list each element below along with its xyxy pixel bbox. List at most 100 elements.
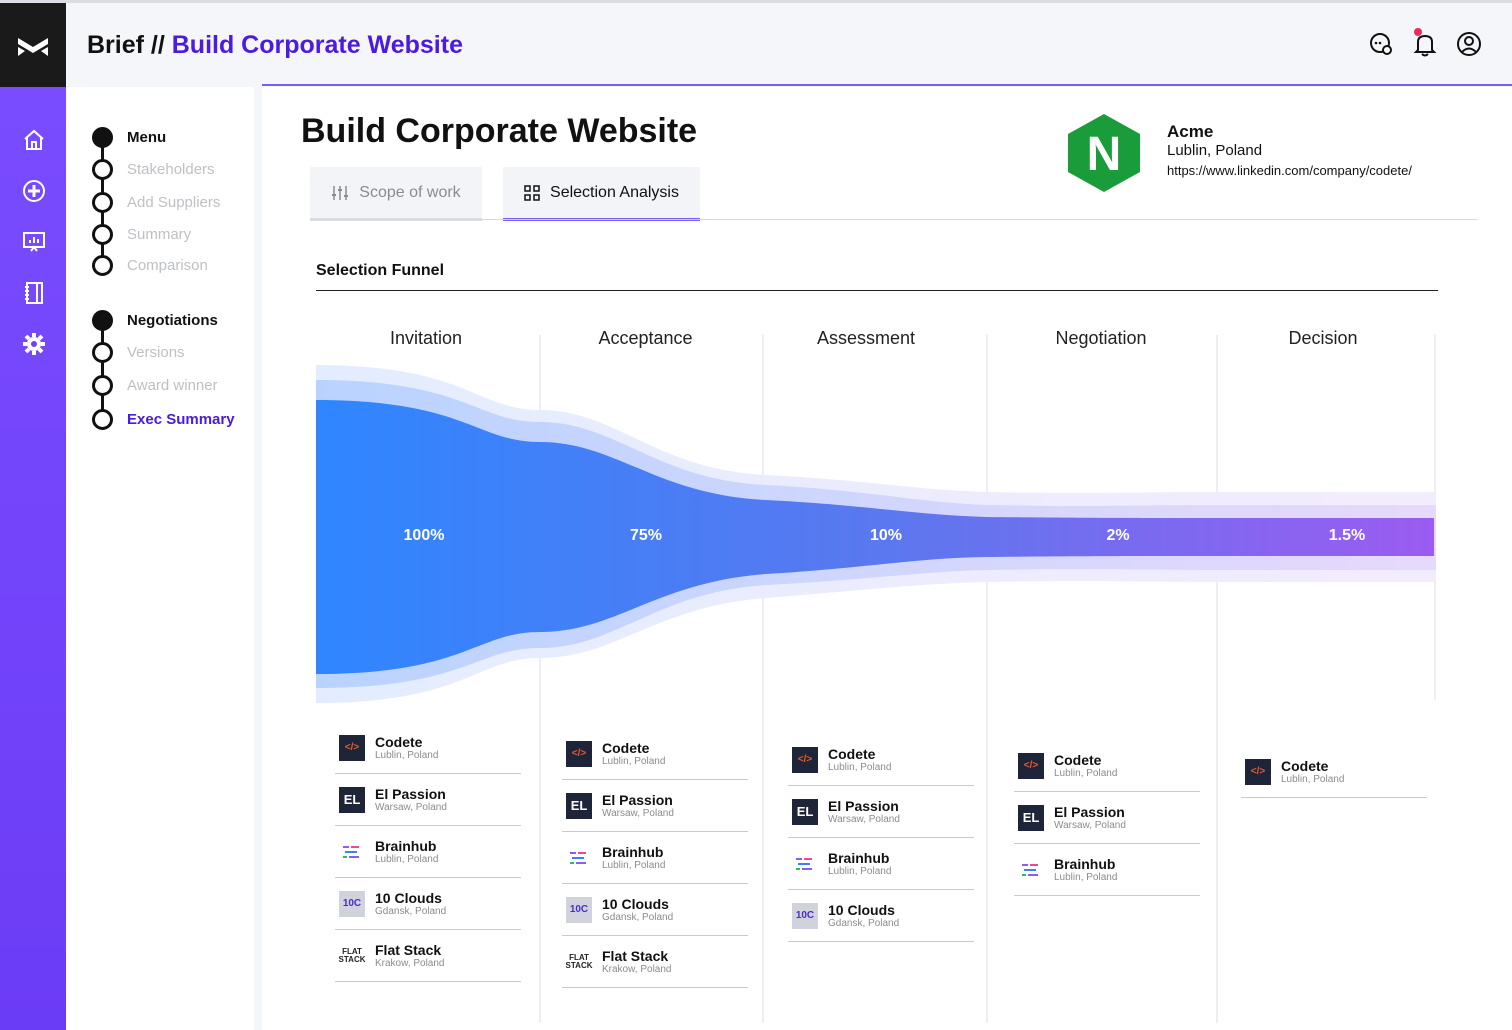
steps-nav	[66, 87, 254, 1030]
section-divider	[316, 290, 1438, 291]
vendor-logo-codete: </>	[1018, 752, 1044, 779]
vendor-text: El Passion Warsaw, Poland	[375, 785, 447, 813]
vendor-city: Lublin, Poland	[1281, 773, 1345, 785]
tab-selection-analysis[interactable]: Selection Analysis	[503, 167, 700, 221]
vendor-text: 10 Clouds Gdansk, Poland	[375, 890, 446, 917]
top-bar: Brief // Build Corporate Website	[0, 0, 1512, 90]
vendor-text: El Passion Warsaw, Poland	[602, 792, 674, 819]
step-summary[interactable]: Summary	[92, 224, 191, 245]
vendor-name: El Passion	[375, 785, 446, 802]
vendor-item[interactable]: </> Codete Lublin, Poland	[335, 722, 521, 774]
vendor-item[interactable]: Brainhub Lublin, Poland	[1014, 844, 1200, 896]
user-icon[interactable]	[1456, 31, 1482, 57]
stage-percent-negotiation: 2%	[1106, 527, 1130, 544]
vendor-text: Brainhub Lublin, Poland	[602, 844, 666, 871]
step-stakeholders[interactable]: Stakeholders	[92, 159, 215, 180]
vendor-list-negotiation: </> Codete Lublin, Poland EL El Passion Warsa…	[1014, 740, 1200, 896]
vendor-item[interactable]: FLAT STACK Flat Stack Krakow, Poland	[335, 930, 521, 982]
step-comparison[interactable]: Comparison	[92, 255, 208, 276]
vendor-city: Lublin, Poland	[375, 749, 439, 761]
vendor-logo-brain	[566, 844, 592, 871]
bell-icon[interactable]	[1412, 28, 1438, 57]
stage-label-negotiation: Negotiation	[1055, 328, 1147, 348]
vendor-item[interactable]: EL El Passion Warsaw, Poland	[788, 786, 974, 838]
vendor-name: 10 Clouds	[828, 901, 895, 918]
vendor-city: Lublin, Poland	[828, 865, 892, 877]
stage-percent-decision: 1.5%	[1328, 527, 1366, 544]
notification-dot	[1414, 28, 1422, 36]
vendor-logo-codete: </>	[339, 734, 365, 761]
vendor-name: Brainhub	[828, 849, 890, 866]
presentation-icon[interactable]	[21, 229, 47, 255]
tab-scope-of-work[interactable]: Scope of work	[310, 167, 482, 221]
vendor-item[interactable]: EL El Passion Warsaw, Poland	[562, 780, 748, 832]
stage-percent-assessment: 10%	[869, 527, 903, 544]
step-menu[interactable]: Menu	[92, 127, 166, 148]
vendor-item[interactable]: EL El Passion Warsaw, Poland	[1014, 792, 1200, 844]
funnel-core	[316, 400, 1434, 674]
vendor-item[interactable]: </> Codete Lublin, Poland	[1241, 746, 1427, 798]
vendor-name: Brainhub	[1054, 855, 1116, 872]
settings-icon[interactable]	[21, 331, 47, 357]
app-logo[interactable]	[0, 3, 66, 90]
vendor-logo-codete: </>	[1245, 758, 1271, 785]
vendor-logo-brain	[1018, 856, 1044, 883]
step-dot	[92, 192, 113, 213]
company-name: Acme	[1167, 122, 1214, 141]
vendor-item[interactable]: 10C 10 Clouds Gdansk, Poland	[335, 878, 521, 930]
company-logo: N	[1068, 114, 1140, 192]
add-circle-icon[interactable]	[21, 178, 47, 204]
vendor-city: Lublin, Poland	[602, 859, 666, 871]
stage-percent-invitation: 100%	[403, 527, 445, 544]
step-versions[interactable]: Versions	[92, 342, 185, 363]
vendor-item[interactable]: Brainhub Lublin, Poland	[788, 838, 974, 890]
vendor-text: El Passion Warsaw, Poland	[1054, 804, 1126, 831]
vendor-city: Warsaw, Poland	[375, 801, 447, 813]
vendor-item[interactable]: FLAT STACK Flat Stack Krakow, Poland	[562, 936, 748, 988]
step-label: Summary	[127, 226, 192, 243]
vendor-name: 10 Clouds	[602, 895, 669, 912]
vendor-item[interactable]: </> Codete Lublin, Poland	[1014, 740, 1200, 792]
vendor-item[interactable]: 10C 10 Clouds Gdansk, Poland	[562, 884, 748, 936]
sliders-icon	[332, 185, 349, 200]
breadcrumb-project[interactable]: Build Corporate Website	[171, 31, 463, 59]
vendor-logo-elp: EL	[566, 792, 592, 819]
column-divider	[986, 335, 988, 1023]
vendor-item[interactable]: </> Codete Lublin, Poland	[788, 734, 974, 786]
step-negotiations[interactable]: Negotiations	[92, 310, 218, 331]
vendor-city: Lublin, Poland	[602, 755, 666, 767]
vendor-item[interactable]: EL El Passion Warsaw, Poland	[335, 774, 521, 826]
page-title: Build Corporate Website	[301, 112, 698, 150]
vendor-list-acceptance: </> Codete Lublin, Poland EL El Passion Warsa…	[562, 728, 748, 988]
step-dot	[92, 127, 113, 148]
chat-icon[interactable]	[1368, 31, 1394, 57]
vendor-logo-flat: FLAT STACK	[339, 942, 366, 969]
step-add-suppliers[interactable]: Add Suppliers	[92, 192, 220, 213]
notebook-icon[interactable]	[21, 280, 47, 306]
tab-label: Scope of work	[359, 183, 461, 201]
step-exec-summary[interactable]: Exec Summary	[92, 409, 235, 430]
brainhub-logo-icon	[343, 845, 359, 858]
company-logo-letter: N	[1087, 128, 1122, 181]
vendor-item[interactable]: 10C 10 Clouds Gdansk, Poland	[788, 890, 974, 942]
vendor-item[interactable]: </> Codete Lublin, Poland	[562, 728, 748, 780]
icon-rail	[0, 87, 66, 1030]
vendor-name: Codete	[828, 745, 876, 762]
step-award-winner[interactable]: Award winner	[92, 375, 218, 396]
vendor-city: Lublin, Poland	[1054, 767, 1118, 779]
vendor-item[interactable]: Brainhub Lublin, Poland	[335, 826, 521, 878]
nav-separator	[254, 87, 262, 1030]
vendor-logo-brain	[339, 838, 365, 865]
home-icon[interactable]	[21, 127, 47, 153]
company-url[interactable]: https://www.linkedin.com/company/codete/	[1167, 163, 1412, 178]
steps-connector	[101, 322, 104, 420]
vendor-item[interactable]: Brainhub Lublin, Poland	[562, 832, 748, 884]
vendor-logo-codete: </>	[792, 746, 818, 773]
vendor-name: Codete	[375, 733, 423, 750]
step-label: Add Suppliers	[127, 194, 221, 211]
vendor-logo-brain	[792, 850, 818, 877]
step-label: Versions	[127, 344, 185, 361]
brainhub-logo-icon	[1022, 863, 1038, 876]
vendor-text: Codete Lublin, Poland	[375, 733, 439, 761]
vendor-logo-elp: EL	[792, 798, 818, 825]
